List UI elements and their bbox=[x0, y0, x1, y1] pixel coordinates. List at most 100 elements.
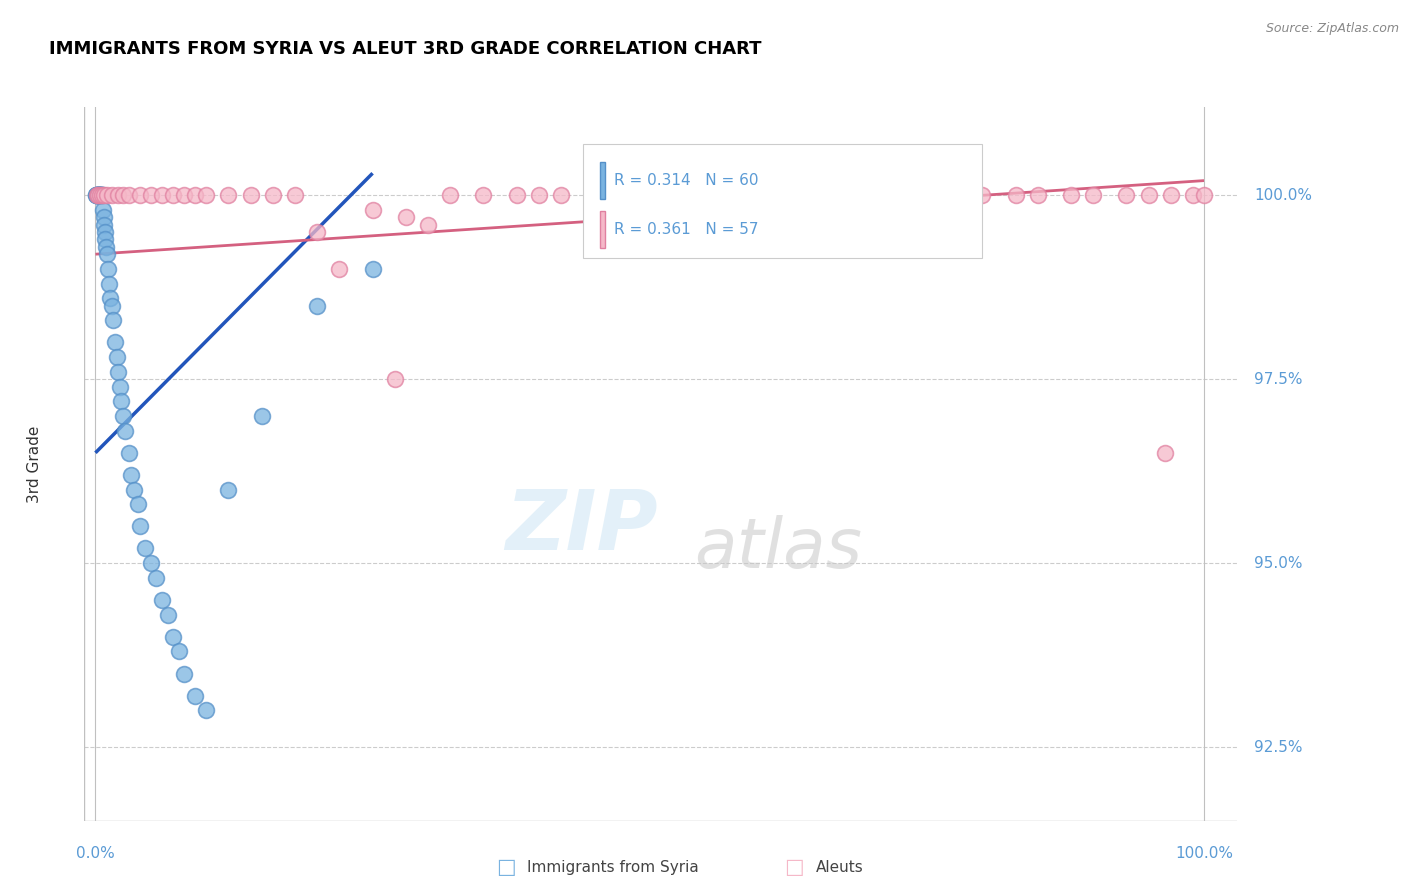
Point bbox=[97, 277, 120, 291]
Point bbox=[90, 188, 112, 202]
Text: Source: ZipAtlas.com: Source: ZipAtlas.com bbox=[1265, 22, 1399, 36]
Point bbox=[749, 188, 772, 202]
Point bbox=[122, 483, 145, 497]
Point bbox=[150, 188, 173, 202]
Point bbox=[307, 225, 329, 239]
Point bbox=[150, 593, 173, 607]
Point bbox=[128, 188, 150, 202]
Point bbox=[695, 188, 717, 202]
Text: IMMIGRANTS FROM SYRIA VS ALEUT 3RD GRADE CORRELATION CHART: IMMIGRANTS FROM SYRIA VS ALEUT 3RD GRADE… bbox=[49, 40, 762, 58]
Point bbox=[506, 188, 529, 202]
Point bbox=[638, 188, 661, 202]
Point bbox=[361, 261, 384, 276]
Point bbox=[89, 188, 111, 202]
Point bbox=[860, 188, 883, 202]
Point bbox=[1192, 188, 1215, 202]
Text: 0.0%: 0.0% bbox=[76, 847, 115, 862]
Point bbox=[91, 202, 114, 217]
Point bbox=[167, 644, 190, 658]
Point bbox=[616, 188, 638, 202]
Text: □: □ bbox=[496, 857, 516, 877]
Point bbox=[727, 188, 749, 202]
Point bbox=[583, 188, 606, 202]
Text: R = 0.314   N = 60: R = 0.314 N = 60 bbox=[614, 173, 759, 188]
Bar bbox=[600, 211, 606, 248]
Point bbox=[84, 188, 107, 202]
Point bbox=[804, 188, 827, 202]
Point bbox=[328, 261, 350, 276]
Point bbox=[139, 556, 162, 570]
Point bbox=[89, 188, 111, 202]
Point bbox=[93, 218, 115, 232]
Point bbox=[156, 607, 179, 622]
Point bbox=[184, 188, 207, 202]
Point bbox=[89, 188, 111, 202]
Point bbox=[89, 188, 111, 202]
Point bbox=[1160, 188, 1182, 202]
Point bbox=[87, 188, 110, 202]
Point bbox=[107, 365, 129, 379]
Point bbox=[98, 291, 121, 305]
Point bbox=[162, 188, 184, 202]
Point bbox=[101, 188, 124, 202]
Point bbox=[550, 188, 572, 202]
Point bbox=[118, 188, 141, 202]
Point bbox=[112, 188, 135, 202]
Point bbox=[96, 247, 118, 261]
Text: 97.5%: 97.5% bbox=[1254, 372, 1302, 387]
Point bbox=[93, 211, 115, 225]
Point bbox=[86, 188, 108, 202]
Point bbox=[134, 541, 156, 556]
Point bbox=[89, 188, 111, 202]
Bar bbox=[583, 144, 983, 258]
Point bbox=[284, 188, 307, 202]
Point bbox=[118, 446, 141, 460]
Point bbox=[86, 188, 108, 202]
Point bbox=[93, 188, 115, 202]
Point bbox=[114, 424, 136, 438]
Point bbox=[91, 188, 114, 202]
Point bbox=[250, 409, 273, 423]
Point bbox=[195, 188, 218, 202]
Point bbox=[772, 188, 794, 202]
Point bbox=[162, 630, 184, 644]
Text: R = 0.361   N = 57: R = 0.361 N = 57 bbox=[614, 222, 759, 237]
Point bbox=[145, 571, 167, 585]
Point bbox=[86, 188, 108, 202]
Text: 100.0%: 100.0% bbox=[1175, 847, 1233, 862]
Point bbox=[262, 188, 284, 202]
Point bbox=[112, 409, 135, 423]
Point bbox=[361, 202, 384, 217]
Point bbox=[94, 225, 117, 239]
Point bbox=[105, 350, 128, 364]
Point bbox=[1060, 188, 1083, 202]
Bar bbox=[600, 162, 606, 199]
Point bbox=[1083, 188, 1105, 202]
Point bbox=[87, 188, 110, 202]
Point bbox=[972, 188, 994, 202]
Point bbox=[1137, 188, 1160, 202]
Point bbox=[87, 188, 110, 202]
Point bbox=[661, 188, 683, 202]
Point bbox=[195, 703, 218, 717]
Point bbox=[184, 689, 207, 703]
Text: 100.0%: 100.0% bbox=[1254, 188, 1312, 202]
Text: 92.5%: 92.5% bbox=[1254, 739, 1302, 755]
Point bbox=[96, 188, 118, 202]
Point bbox=[416, 218, 439, 232]
Point bbox=[94, 232, 117, 246]
Point bbox=[218, 483, 240, 497]
Point bbox=[86, 188, 108, 202]
Point bbox=[87, 188, 110, 202]
Point bbox=[173, 666, 195, 681]
Point bbox=[472, 188, 495, 202]
Point bbox=[1181, 188, 1204, 202]
Point bbox=[139, 188, 162, 202]
Point bbox=[173, 188, 195, 202]
Text: □: □ bbox=[785, 857, 804, 877]
Point bbox=[915, 188, 938, 202]
Point bbox=[86, 188, 108, 202]
Point bbox=[87, 188, 110, 202]
Point bbox=[86, 188, 108, 202]
Point bbox=[1004, 188, 1026, 202]
